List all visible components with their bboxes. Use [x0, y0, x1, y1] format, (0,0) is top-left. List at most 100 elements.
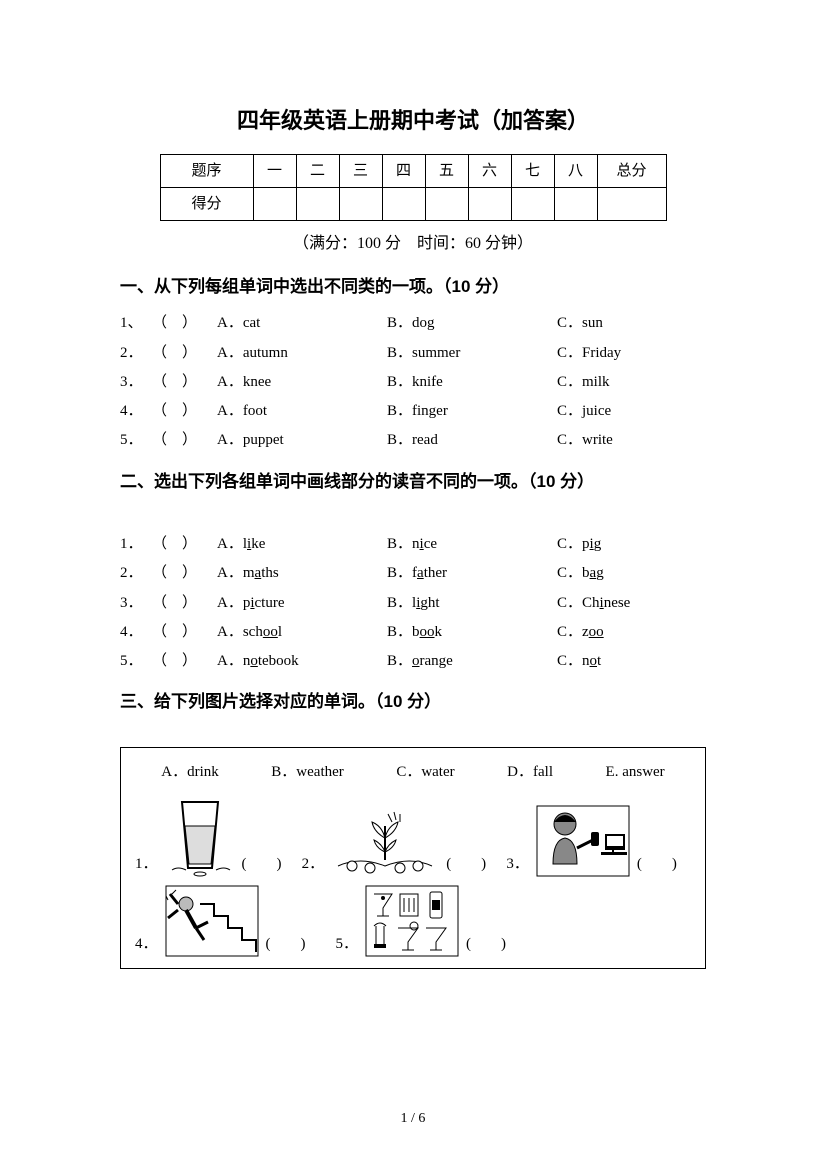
- page-footer: 1 / 6: [0, 1106, 826, 1133]
- score-cell[interactable]: [382, 187, 425, 220]
- opt-pre: A．n: [217, 653, 250, 669]
- opt-pre: A．m: [217, 565, 255, 581]
- answer-blank[interactable]: （ ）: [152, 309, 217, 338]
- word-bank-options: A．drink B．weather C．water D．fall E. answ…: [135, 758, 691, 787]
- score-col: 二: [296, 154, 339, 187]
- option-b: B．dog: [387, 309, 557, 338]
- opt-post: t: [597, 653, 601, 669]
- page-title: 四年级英语上册期中考试（加答案）: [120, 100, 706, 142]
- answer-blank[interactable]: （ ）: [152, 368, 217, 397]
- word-bank-box: A．drink B．weather C．water D．fall E. answ…: [120, 747, 706, 970]
- answer-blank[interactable]: （ ）: [152, 339, 217, 368]
- option-a: A．like: [217, 530, 387, 559]
- table-row: 题序 一 二 三 四 五 六 七 八 总分: [160, 154, 666, 187]
- answer-blank[interactable]: （ ）: [152, 397, 217, 426]
- answer-blank[interactable]: （ ）: [152, 530, 217, 559]
- option-c: C．zoo: [557, 618, 706, 647]
- option-a: A．cat: [217, 309, 387, 338]
- score-cell[interactable]: [554, 187, 597, 220]
- answer-blank[interactable]: ( ): [266, 930, 330, 959]
- score-cell[interactable]: [253, 187, 296, 220]
- option-b: B．father: [387, 559, 557, 588]
- answer-blank[interactable]: （ ）: [152, 618, 217, 647]
- score-col: 五: [425, 154, 468, 187]
- question-row: 2． （ ） A．maths B．father C．bag: [120, 559, 706, 588]
- question-row: 5． （ ） A．puppet B．read C．write: [120, 426, 706, 455]
- pic-index: 1．: [135, 850, 158, 879]
- watering-plant-icon: [330, 808, 440, 878]
- option-c: C．write: [557, 426, 706, 455]
- opt-underline: o: [250, 653, 258, 669]
- score-col: 六: [468, 154, 511, 187]
- option-c: C．bag: [557, 559, 706, 588]
- answer-blank[interactable]: （ ）: [152, 559, 217, 588]
- opt-post: range: [420, 653, 453, 669]
- score-cell[interactable]: [339, 187, 382, 220]
- opt-pre: B．f: [387, 565, 417, 581]
- answer-blank[interactable]: （ ）: [152, 426, 217, 455]
- q-number: 4．: [120, 618, 152, 647]
- water-glass-icon: [164, 796, 236, 878]
- option: B．weather: [271, 758, 343, 787]
- option-b: B．knife: [387, 368, 557, 397]
- opt-pre: B．n: [387, 536, 420, 552]
- score-col: 七: [511, 154, 554, 187]
- option-b: B．light: [387, 589, 557, 618]
- opt-post: cture: [255, 595, 285, 611]
- option-c: C．milk: [557, 368, 706, 397]
- option-b: B．finger: [387, 397, 557, 426]
- answer-blank[interactable]: （ ）: [152, 589, 217, 618]
- opt-post: ce: [424, 536, 437, 552]
- option-c: C．not: [557, 647, 706, 676]
- option-b: B．book: [387, 618, 557, 647]
- answer-blank[interactable]: ( ): [242, 850, 296, 879]
- section-heading: 一、从下列每组单词中选出不同类的一项。（10 分）: [120, 271, 706, 303]
- opt-pre: A．l: [217, 536, 247, 552]
- score-cell[interactable]: [511, 187, 554, 220]
- q-number: 5．: [120, 647, 152, 676]
- opt-underline: oo: [420, 624, 435, 640]
- option-b: B．summer: [387, 339, 557, 368]
- opt-post: ther: [424, 565, 447, 581]
- opt-pre: C．p: [557, 536, 590, 552]
- picture-row: 4． ( ) 5．: [135, 884, 691, 958]
- option-a: A．school: [217, 618, 387, 647]
- option-a: A．autumn: [217, 339, 387, 368]
- option-a: A．knee: [217, 368, 387, 397]
- question-row: 1、 （ ） A．cat B．dog C．sun: [120, 309, 706, 338]
- score-total-label: 总分: [597, 154, 666, 187]
- fall-stairs-icon: [164, 884, 260, 958]
- score-total-cell[interactable]: [597, 187, 666, 220]
- answer-blank[interactable]: ( ): [637, 850, 691, 879]
- question-row: 1． （ ） A．like B．nice C．pig: [120, 530, 706, 559]
- opt-underline: oo: [589, 624, 604, 640]
- score-cell[interactable]: [468, 187, 511, 220]
- opt-pre: C．z: [557, 624, 589, 640]
- pic-index: 2．: [302, 850, 325, 879]
- option-a: A．maths: [217, 559, 387, 588]
- answer-blank[interactable]: （ ）: [152, 647, 217, 676]
- pic-index: 5．: [336, 930, 359, 959]
- answer-blank[interactable]: ( ): [446, 850, 500, 879]
- q-number: 2．: [120, 559, 152, 588]
- question-row: 5． （ ） A．notebook B．orange C．not: [120, 647, 706, 676]
- option-a: A．puppet: [217, 426, 387, 455]
- opt-post: nese: [604, 595, 631, 611]
- opt-pre: B．: [387, 653, 412, 669]
- option: C．water: [396, 758, 454, 787]
- score-cell[interactable]: [425, 187, 468, 220]
- score-cell[interactable]: [296, 187, 339, 220]
- q-number: 1、: [120, 309, 152, 338]
- opt-post: ght: [420, 595, 439, 611]
- option: E. answer: [606, 758, 665, 787]
- opt-post: g: [596, 565, 604, 581]
- exam-page: 四年级英语上册期中考试（加答案） 题序 一 二 三 四 五 六 七 八 总分 得…: [0, 0, 826, 1169]
- opt-pre: A．p: [217, 595, 250, 611]
- opt-post: ke: [251, 536, 265, 552]
- score-row-label: 得分: [160, 187, 253, 220]
- score-col: 三: [339, 154, 382, 187]
- pic-index: 3．: [506, 850, 529, 879]
- option: D．fall: [507, 758, 553, 787]
- answer-phone-icon: [535, 804, 631, 878]
- answer-blank[interactable]: ( ): [466, 930, 530, 959]
